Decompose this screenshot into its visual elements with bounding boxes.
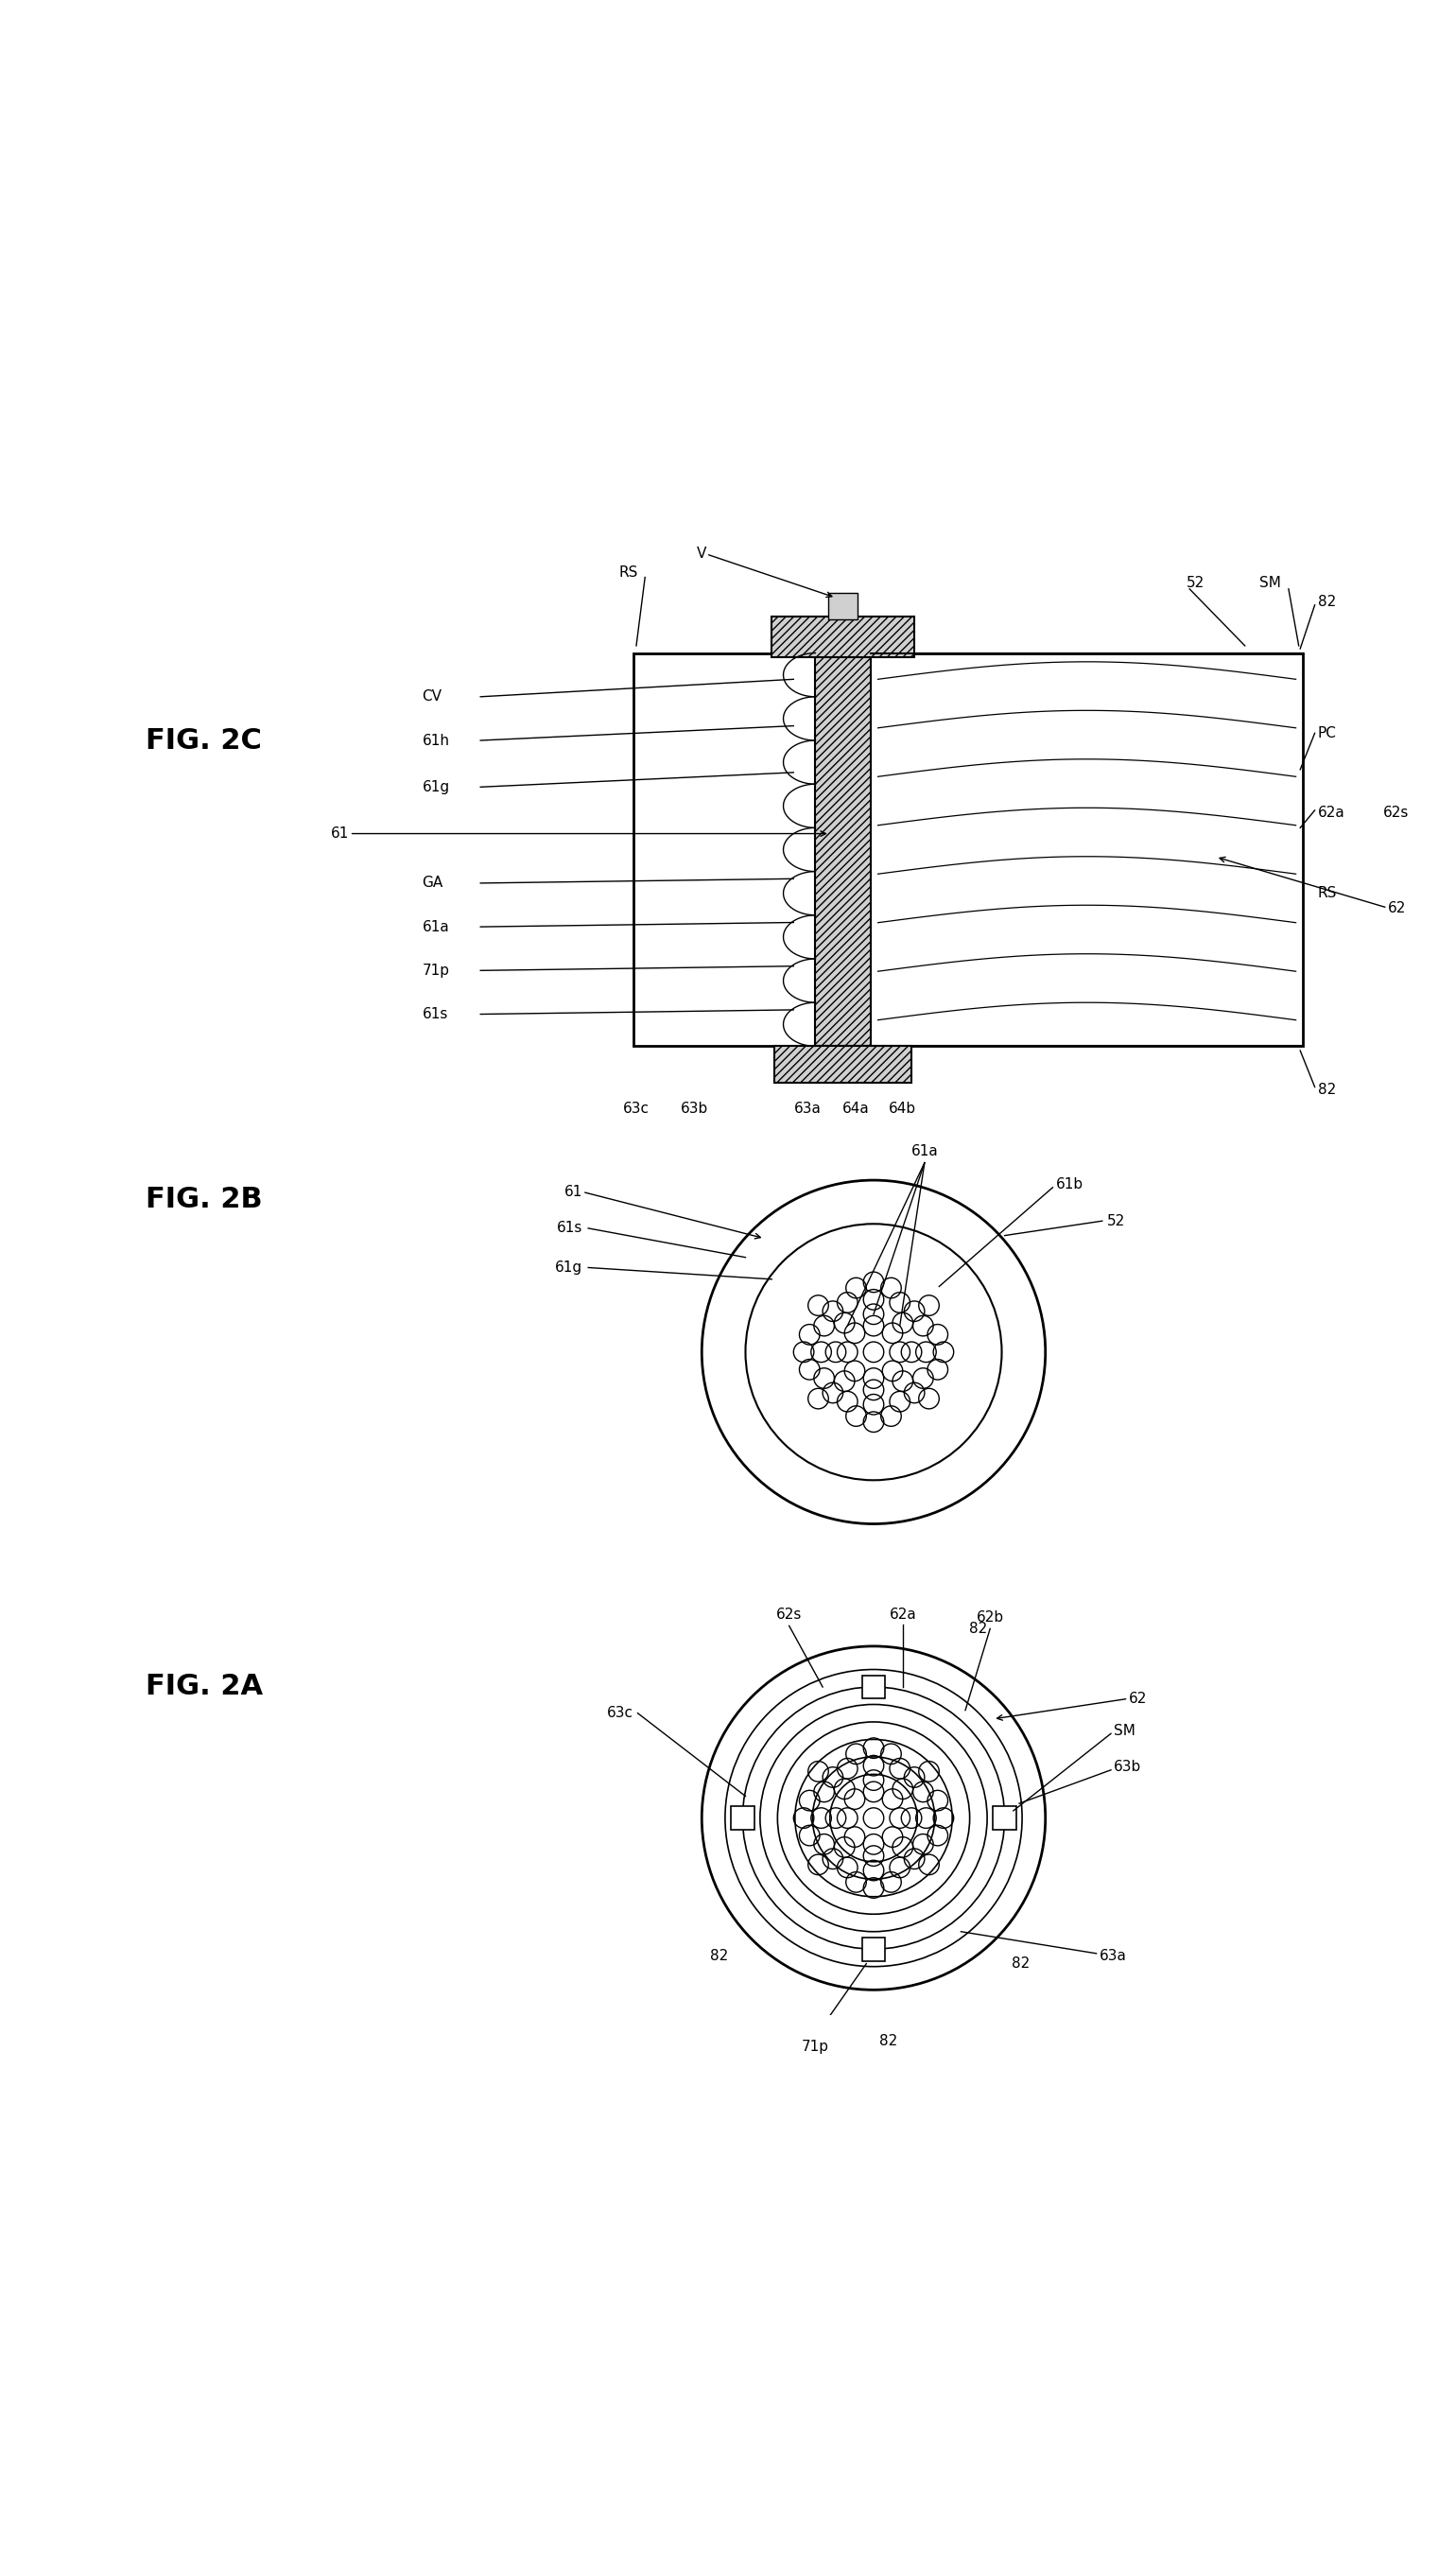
Text: 63a: 63a <box>795 1101 821 1117</box>
Text: 61: 61 <box>563 1184 582 1199</box>
Bar <box>772 618 914 659</box>
Text: 61h: 61h <box>422 733 450 749</box>
Text: 61b: 61b <box>1056 1178 1083 1191</box>
Text: 71p: 71p <box>802 2040 828 2053</box>
Text: V: V <box>696 548 706 561</box>
Text: GA: GA <box>422 875 443 890</box>
Text: 62b: 62b <box>977 1611 1003 1624</box>
Bar <box>815 654 871 1047</box>
Text: 62: 62 <box>1128 1690 1147 1706</box>
Bar <box>828 594 858 620</box>
Text: CV: CV <box>422 690 443 705</box>
Text: 82: 82 <box>1318 1083 1337 1096</box>
Text: RS: RS <box>1318 885 1337 901</box>
Text: 52: 52 <box>1107 1214 1125 1227</box>
Text: RS: RS <box>619 566 638 579</box>
Text: 63a: 63a <box>1099 1950 1127 1963</box>
Text: FIG. 2A: FIG. 2A <box>146 1672 264 1701</box>
Text: 62s: 62s <box>1383 805 1409 821</box>
Text: 64b: 64b <box>890 1101 916 1117</box>
Bar <box>862 1937 885 1961</box>
Text: 61g: 61g <box>422 780 450 795</box>
Text: 64a: 64a <box>843 1101 869 1117</box>
Text: 62: 62 <box>1388 901 1406 916</box>
Text: 63c: 63c <box>623 1101 649 1117</box>
Text: 62s: 62s <box>776 1608 802 1621</box>
Bar <box>633 654 1303 1047</box>
Text: 61a: 61a <box>911 1145 938 1158</box>
Text: 61a: 61a <box>422 919 450 934</box>
Text: 63b: 63b <box>1114 1760 1142 1775</box>
Text: 63b: 63b <box>681 1101 708 1117</box>
Text: FIG. 2C: FIG. 2C <box>146 726 262 754</box>
Bar <box>993 1806 1016 1829</box>
Bar <box>775 1047 911 1083</box>
Text: 63c: 63c <box>607 1706 633 1721</box>
Text: 82: 82 <box>879 2033 897 2048</box>
Text: 61s: 61s <box>556 1222 582 1235</box>
Text: 82: 82 <box>1012 1955 1031 1971</box>
Text: PC: PC <box>1318 726 1337 741</box>
Text: 62a: 62a <box>890 1608 916 1621</box>
Text: SM: SM <box>1259 576 1281 589</box>
Text: 61g: 61g <box>555 1261 582 1274</box>
Text: 61: 61 <box>331 826 349 841</box>
Text: 61s: 61s <box>422 1006 448 1021</box>
Text: 71p: 71p <box>422 962 450 978</box>
Bar <box>731 1806 754 1829</box>
Text: 82: 82 <box>970 1621 987 1636</box>
Bar <box>862 1675 885 1698</box>
Text: 82: 82 <box>1318 594 1337 610</box>
Text: 82: 82 <box>711 1950 728 1963</box>
Text: SM: SM <box>1114 1724 1136 1737</box>
Text: FIG. 2B: FIG. 2B <box>146 1186 262 1212</box>
Text: 62a: 62a <box>1318 805 1345 821</box>
Text: 52: 52 <box>1187 576 1206 589</box>
